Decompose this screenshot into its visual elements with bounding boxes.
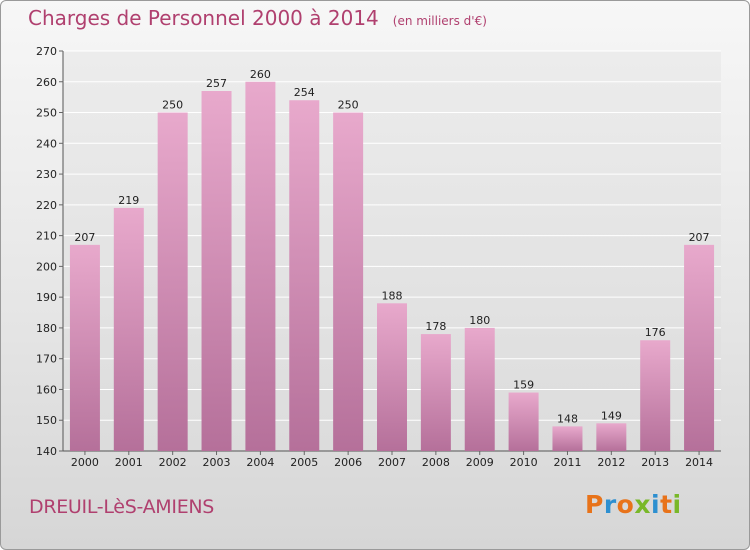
logo-letter: i [651, 490, 661, 519]
y-tick-label: 260 [36, 76, 57, 89]
data-label-2008: 178 [425, 320, 446, 333]
x-tick-label-2008: 2008 [422, 456, 450, 469]
logo-letter: x [634, 490, 651, 519]
logo-letter: i [672, 490, 682, 519]
bar-2007 [377, 303, 407, 451]
x-tick-label-2000: 2000 [71, 456, 99, 469]
y-tick-label: 180 [36, 322, 57, 335]
x-tick-label-2012: 2012 [597, 456, 625, 469]
x-tick-label-2010: 2010 [510, 456, 538, 469]
y-tick-label: 240 [36, 137, 57, 150]
bar-2001 [113, 207, 144, 451]
bar-2006 [333, 112, 364, 452]
bar-2005 [289, 100, 320, 451]
bar-2003 [201, 91, 232, 451]
y-tick-label: 170 [36, 353, 57, 366]
x-tick-label-2011: 2011 [553, 456, 581, 469]
bar-2012 [596, 423, 627, 451]
data-label-2006: 250 [338, 99, 359, 112]
y-tick-label: 210 [36, 230, 57, 243]
bar-2009 [464, 327, 495, 451]
bar-2014 [684, 244, 715, 451]
proxiti-logo: Proxiti [585, 490, 682, 519]
bar-2010 [508, 392, 539, 451]
x-tick-label-2013: 2013 [641, 456, 669, 469]
bar-2013 [640, 340, 671, 451]
logo-letter: o [616, 490, 635, 519]
x-tick-label-2001: 2001 [115, 456, 143, 469]
x-tick-label-2005: 2005 [290, 456, 318, 469]
logo-letter: r [603, 490, 617, 519]
y-tick-label: 230 [36, 168, 57, 181]
data-label-2011: 148 [557, 412, 578, 425]
data-label-2013: 176 [645, 326, 666, 339]
y-tick-label: 150 [36, 414, 57, 427]
data-label-2010: 159 [513, 379, 534, 392]
y-tick-label: 200 [36, 260, 57, 273]
data-label-2009: 180 [469, 314, 490, 327]
data-label-2003: 257 [206, 77, 227, 90]
logo-letter: P [585, 490, 604, 519]
chart-title: Charges de Personnel 2000 à 2014 (en mill… [28, 6, 487, 30]
x-tick-label-2009: 2009 [466, 456, 494, 469]
y-tick-label: 270 [36, 45, 57, 58]
logo-letter: t [660, 490, 673, 519]
y-tick-label: 250 [36, 107, 57, 120]
data-label-2007: 188 [382, 289, 403, 302]
data-label-2000: 207 [74, 231, 95, 244]
data-label-2004: 260 [250, 68, 271, 81]
bar-2008 [420, 334, 451, 451]
commune-name: DREUIL-LèS-AMIENS [29, 496, 215, 518]
x-tick-label-2004: 2004 [246, 456, 274, 469]
x-tick-label-2003: 2003 [203, 456, 231, 469]
y-tick-label: 190 [36, 291, 57, 304]
data-label-2014: 207 [689, 231, 710, 244]
chart-subtitle: (en milliers d'€) [392, 14, 487, 28]
data-label-2005: 254 [294, 86, 315, 99]
data-label-2001: 219 [118, 194, 139, 207]
x-tick-label-2006: 2006 [334, 456, 362, 469]
data-label-2002: 250 [162, 99, 183, 112]
data-label-2012: 149 [601, 409, 622, 422]
y-tick-label: 220 [36, 199, 57, 212]
y-tick-label: 140 [36, 445, 57, 458]
x-tick-label-2007: 2007 [378, 456, 406, 469]
bar-2011 [552, 426, 583, 451]
bar-2004 [245, 81, 276, 452]
bar-2002 [157, 112, 188, 452]
bar-2000 [69, 244, 100, 451]
chart-title-main: Charges de Personnel 2000 à 2014 [28, 6, 379, 30]
x-tick-label-2014: 2014 [685, 456, 713, 469]
x-tick-label-2002: 2002 [159, 456, 187, 469]
y-tick-label: 160 [36, 383, 57, 396]
